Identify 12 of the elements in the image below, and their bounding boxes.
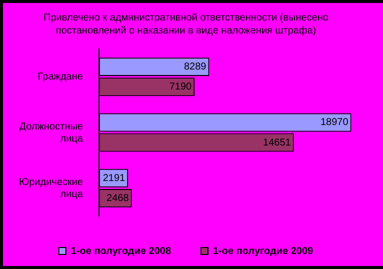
data-label: 7190 bbox=[169, 82, 192, 93]
y-tick-label: Граждане bbox=[38, 72, 84, 83]
chart-title: Привлечено к административной ответственности (вынесено постановлений о наказании в виде наложения штрафа) bbox=[44, 12, 329, 36]
y-tick-label: Юридические лица bbox=[18, 176, 84, 200]
legend-label: 1-ое полугодие 2009 bbox=[213, 246, 314, 257]
data-label: 8289 bbox=[184, 62, 207, 73]
data-label: 18970 bbox=[320, 117, 349, 128]
data-label: 14651 bbox=[263, 137, 292, 148]
data-label: 2191 bbox=[102, 172, 126, 184]
data-label: 2468 bbox=[106, 192, 130, 204]
legend-label: 1-ое полугодие 2008 bbox=[70, 246, 172, 257]
y-tick-label: Должностные лица bbox=[19, 121, 84, 144]
